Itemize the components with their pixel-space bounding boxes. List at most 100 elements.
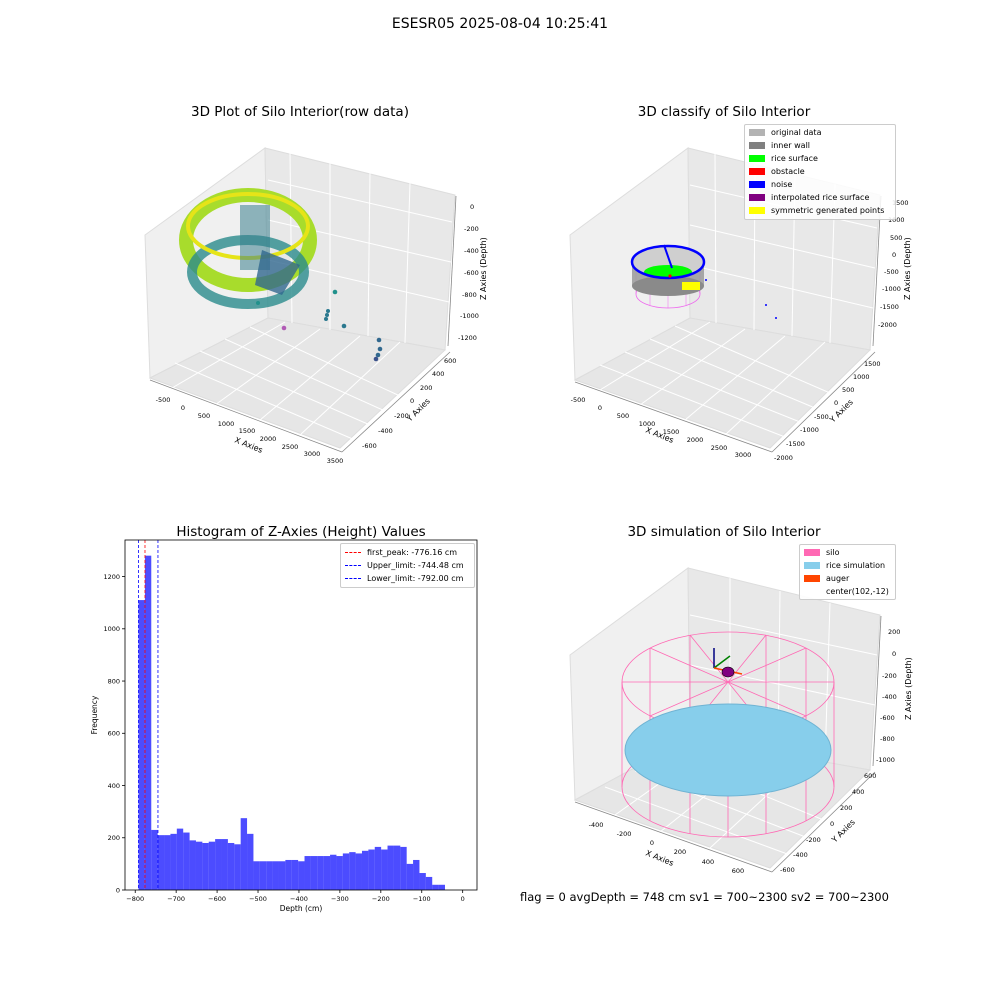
- legend-label: interpolated rice surface: [771, 193, 870, 202]
- legend-entry: noise: [745, 178, 895, 191]
- y-tick-label: 1000: [103, 625, 120, 633]
- legend-swatch: [749, 142, 765, 149]
- legend-entry: interpolated rice surface: [745, 191, 895, 204]
- histogram-bar: [176, 828, 184, 890]
- y-tick-label: 1200: [103, 573, 120, 581]
- x-tick-label: −500: [249, 895, 267, 903]
- legend-swatch: [345, 565, 361, 566]
- legend-swatch: [804, 549, 820, 556]
- histogram-bar: [240, 818, 248, 890]
- histogram-bar: [438, 884, 445, 890]
- x-tick-label: −800: [126, 895, 144, 903]
- histogram-bar: [138, 600, 145, 890]
- histogram-bar: [215, 839, 222, 890]
- histogram-bar: [349, 852, 356, 890]
- legend-label: Upper_limit: -744.48 cm: [367, 561, 464, 570]
- legend-entry: symmetric generated points: [745, 204, 895, 217]
- legend-label: original data: [771, 128, 822, 137]
- histogram-bar: [381, 849, 388, 890]
- legend-entry: center(102,-12): [800, 585, 895, 598]
- y-tick-label: 0: [116, 886, 120, 894]
- legend-swatch: [804, 562, 820, 569]
- histogram-bar: [393, 845, 401, 890]
- chart4-title: 3D simulation of Silo Interior: [627, 524, 821, 540]
- histogram-bar: [234, 844, 241, 890]
- chart3-ylabel: Frequency: [90, 695, 99, 734]
- legend-entry: original data: [745, 126, 895, 139]
- histogram-bar: [157, 835, 165, 890]
- chart1-title: 3D Plot of Silo Interior(row data): [191, 104, 409, 120]
- legend-swatch: [345, 578, 361, 579]
- histogram-bar: [387, 845, 394, 890]
- chart3-legend: first_peak: -776.16 cm Upper_limit: -744.…: [340, 543, 475, 588]
- histogram-bar: [164, 835, 171, 890]
- histogram-bar: [189, 840, 196, 890]
- y-tick-label: 200: [108, 834, 120, 842]
- histogram-bar: [406, 863, 414, 890]
- y-tick-label: 800: [108, 677, 120, 685]
- legend-entry: first_peak: -776.16 cm: [341, 546, 474, 559]
- histogram-bar: [259, 861, 267, 890]
- legend-label: auger: [826, 574, 850, 583]
- histogram-bar: [253, 861, 260, 890]
- histogram-bar: [400, 846, 407, 890]
- legend-label: center(102,-12): [826, 587, 889, 596]
- x-tick-label: −200: [372, 895, 390, 903]
- chart4-legend: silo rice simulation auger center(102,-12): [799, 544, 896, 600]
- legend-label: rice surface: [771, 154, 818, 163]
- histogram-bar: [144, 555, 152, 890]
- chart3-xlabel: Depth (cm): [280, 904, 323, 913]
- histogram-bar: [227, 842, 235, 890]
- histogram-bar: [183, 832, 190, 890]
- legend-entry: inner wall: [745, 139, 895, 152]
- x-tick-label: −700: [167, 895, 185, 903]
- histogram-bar: [413, 859, 420, 890]
- y-tick-label: 400: [108, 782, 120, 790]
- histogram-bar: [330, 854, 337, 890]
- histogram-bar: [304, 856, 311, 890]
- histogram-bar: [272, 861, 279, 890]
- histogram-bar: [336, 856, 343, 890]
- legend-entry: rice simulation: [800, 559, 895, 572]
- legend-swatch: [749, 155, 765, 162]
- histogram-bar: [323, 856, 331, 890]
- histogram-bar: [310, 856, 318, 890]
- status-footer: flag = 0 avgDepth = 748 cm sv1 = 700~230…: [520, 890, 889, 904]
- histogram-bar: [368, 849, 375, 890]
- legend-swatch: [345, 552, 361, 553]
- histogram-bar: [285, 859, 292, 890]
- legend-label: Lower_limit: -792.00 cm: [367, 574, 464, 583]
- legend-swatch: [749, 207, 765, 214]
- histogram-bar: [266, 861, 273, 890]
- y-tick-label: 600: [108, 730, 120, 738]
- figure-title: ESESR05 2025-08-04 10:25:41: [391, 16, 609, 32]
- histogram-bar: [419, 873, 426, 890]
- legend-swatch: [804, 575, 820, 582]
- chart3-vlines: [138, 540, 159, 890]
- legend-swatch: [749, 129, 765, 136]
- legend-swatch: [749, 168, 765, 175]
- histogram-bar: [374, 846, 382, 890]
- legend-label: symmetric generated points: [771, 206, 885, 215]
- histogram-bar: [317, 856, 324, 890]
- histogram-bar: [278, 861, 286, 890]
- legend-entry: silo: [800, 546, 895, 559]
- histogram-bar: [342, 853, 350, 890]
- x-tick-label: −100: [413, 895, 431, 903]
- legend-swatch: [749, 194, 765, 201]
- legend-entry: Lower_limit: -792.00 cm: [341, 572, 474, 585]
- chart3-frame: [124, 539, 478, 891]
- chart2-legend: original data inner wall rice surface obsta…: [744, 124, 896, 220]
- chart3-title: Histogram of Z-Axies (Height) Values: [176, 524, 426, 540]
- x-tick-label: 0: [461, 895, 465, 903]
- histogram-bar: [170, 833, 177, 890]
- histogram-bar: [208, 841, 216, 890]
- legend-entry: obstacle: [745, 165, 895, 178]
- legend-swatch: [749, 181, 765, 188]
- histogram-bar: [425, 876, 433, 890]
- x-tick-label: −400: [290, 895, 308, 903]
- chart3-y-ticks: 0 200 400 600 800 1000 1200: [103, 573, 125, 894]
- legend-label: first_peak: -776.16 cm: [367, 548, 458, 557]
- legend-label: inner wall: [771, 141, 811, 150]
- legend-entry: auger: [800, 572, 895, 585]
